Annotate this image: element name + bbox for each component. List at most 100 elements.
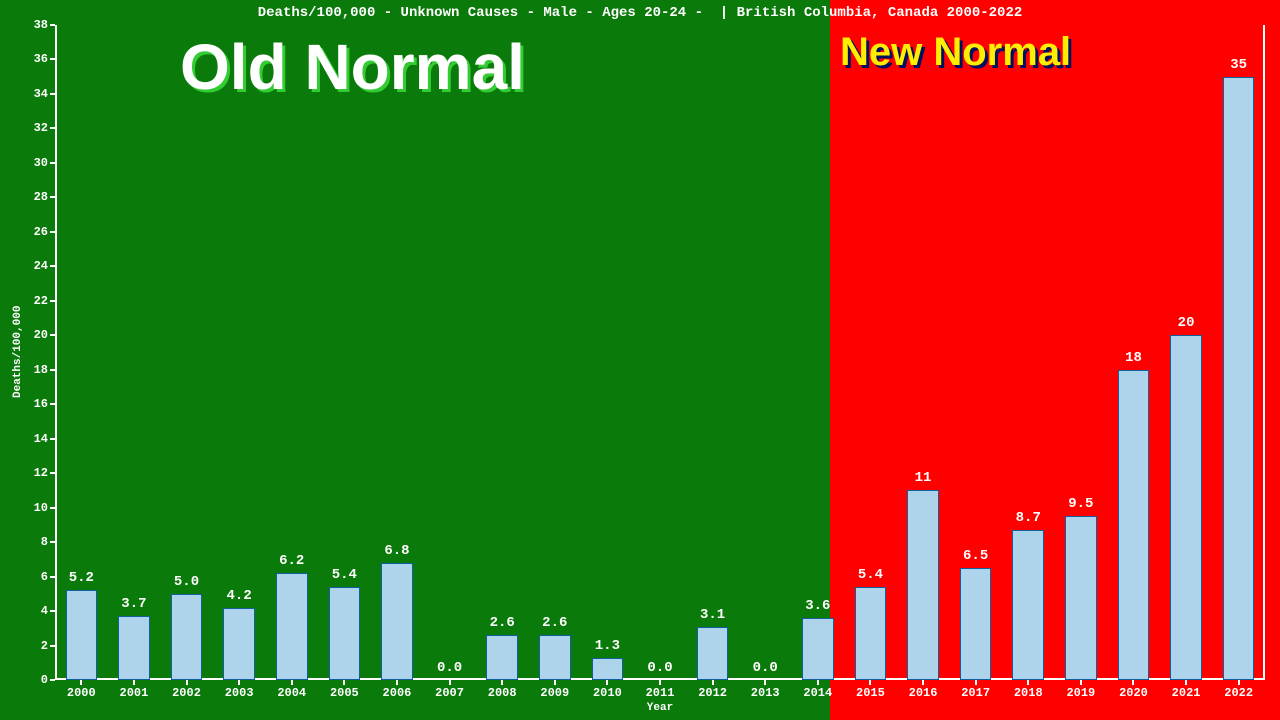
y-tick: [50, 300, 55, 302]
y-tick: [50, 369, 55, 371]
x-tick: [291, 680, 293, 685]
x-tick: [238, 680, 240, 685]
y-tick: [50, 576, 55, 578]
x-tick-label: 2021: [1172, 686, 1201, 700]
y-tick-label: 12: [20, 466, 48, 480]
x-tick: [922, 680, 924, 685]
x-tick-label: 2008: [488, 686, 517, 700]
x-tick-label: 2010: [593, 686, 622, 700]
bar: [1223, 77, 1255, 680]
y-tick: [50, 438, 55, 440]
x-tick: [712, 680, 714, 685]
bar: [276, 573, 308, 680]
bar-value-label: 6.2: [279, 553, 304, 569]
x-tick-label: 2002: [172, 686, 201, 700]
bar-value-label: 0.0: [437, 660, 462, 676]
chart-container: Deaths/100,000 - Unknown Causes - Male -…: [0, 0, 1280, 720]
y-tick-label: 10: [20, 501, 48, 515]
x-axis-title: Year: [55, 702, 1265, 714]
y-tick: [50, 645, 55, 647]
annotation-text: Old Normal: [180, 30, 525, 104]
bar-value-label: 9.5: [1068, 496, 1093, 512]
plot-area: 024681012141618202224262830323436385.220…: [55, 25, 1265, 680]
x-tick: [186, 680, 188, 685]
bar-value-label: 11: [915, 470, 932, 486]
x-tick: [1132, 680, 1134, 685]
x-tick-label: 2022: [1224, 686, 1253, 700]
bar: [1065, 516, 1097, 680]
bar-value-label: 0.0: [647, 660, 672, 676]
y-tick: [50, 162, 55, 164]
x-tick: [606, 680, 608, 685]
x-tick: [343, 680, 345, 685]
chart-title: Deaths/100,000 - Unknown Causes - Male -…: [0, 5, 1280, 21]
y-tick: [50, 507, 55, 509]
bar-value-label: 5.2: [69, 570, 94, 586]
bar-value-label: 2.6: [490, 615, 515, 631]
x-tick: [1080, 680, 1082, 685]
x-tick-label: 2018: [1014, 686, 1043, 700]
bar: [907, 490, 939, 680]
y-axis-line: [55, 25, 57, 680]
bar: [329, 587, 361, 680]
bar-value-label: 6.8: [384, 543, 409, 559]
y-tick: [50, 679, 55, 681]
y-tick-label: 28: [20, 190, 48, 204]
y-tick: [50, 24, 55, 26]
y-tick-label: 20: [20, 328, 48, 342]
y-tick: [50, 403, 55, 405]
bar-value-label: 35: [1230, 57, 1247, 73]
y-tick: [50, 231, 55, 233]
y-tick-label: 32: [20, 121, 48, 135]
y-tick-label: 30: [20, 156, 48, 170]
y-tick-label: 16: [20, 397, 48, 411]
bar: [486, 635, 518, 680]
x-tick: [869, 680, 871, 685]
x-tick: [449, 680, 451, 685]
bar: [1012, 530, 1044, 680]
x-tick: [659, 680, 661, 685]
bar: [223, 608, 255, 680]
bar: [1118, 370, 1150, 680]
bar: [118, 616, 150, 680]
y-tick: [50, 265, 55, 267]
y-tick: [50, 196, 55, 198]
x-tick-label: 2012: [698, 686, 727, 700]
bar-value-label: 5.0: [174, 574, 199, 590]
x-tick: [764, 680, 766, 685]
y-tick: [50, 472, 55, 474]
y-tick-label: 26: [20, 225, 48, 239]
y-tick-label: 22: [20, 294, 48, 308]
bar-value-label: 2.6: [542, 615, 567, 631]
y-tick-label: 6: [20, 570, 48, 584]
x-tick: [554, 680, 556, 685]
x-tick-label: 2016: [909, 686, 938, 700]
y-tick: [50, 58, 55, 60]
bar: [855, 587, 887, 680]
x-tick-label: 2020: [1119, 686, 1148, 700]
x-tick-label: 2011: [646, 686, 675, 700]
x-tick-label: 2009: [540, 686, 569, 700]
bar: [539, 635, 571, 680]
x-tick-label: 2013: [751, 686, 780, 700]
x-tick: [975, 680, 977, 685]
y-tick: [50, 127, 55, 129]
bar-value-label: 3.1: [700, 607, 725, 623]
y-tick-label: 2: [20, 639, 48, 653]
y-tick-label: 14: [20, 432, 48, 446]
y-tick-label: 18: [20, 363, 48, 377]
bar-value-label: 4.2: [227, 588, 252, 604]
x-tick: [396, 680, 398, 685]
x-tick-label: 2004: [277, 686, 306, 700]
x-tick-label: 2014: [803, 686, 832, 700]
bar-value-label: 6.5: [963, 548, 988, 564]
x-tick-label: 2007: [435, 686, 464, 700]
y-tick: [50, 334, 55, 336]
right-axis-line: [1263, 25, 1265, 680]
y-tick: [50, 541, 55, 543]
x-tick: [1027, 680, 1029, 685]
x-tick: [133, 680, 135, 685]
y-tick-label: 8: [20, 535, 48, 549]
bar: [802, 618, 834, 680]
x-tick-label: 2015: [856, 686, 885, 700]
